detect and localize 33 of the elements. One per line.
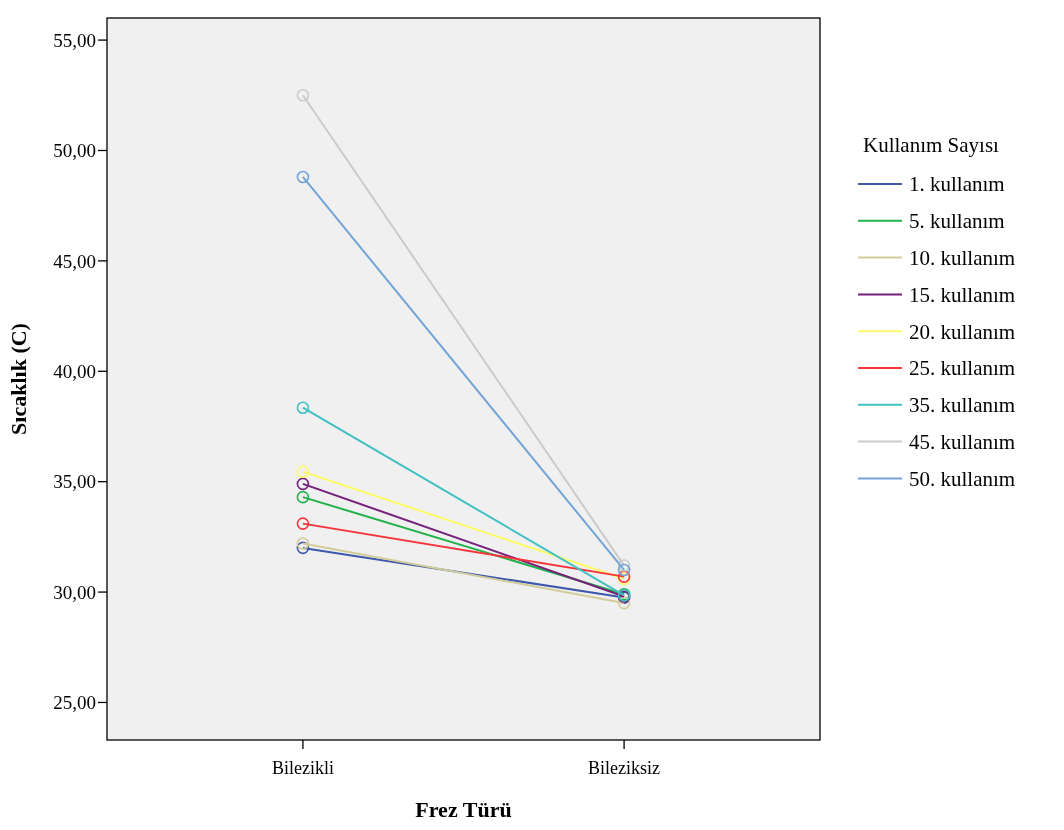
y-axis-title: Sıcaklık (C) [6, 323, 31, 435]
x-tick-label: Bilezikli [271, 758, 334, 778]
y-tick-label: 25,00 [53, 692, 96, 714]
legend-title: Kullanım Sayısı [863, 133, 1000, 158]
x-tick-label: Bileziksiz [588, 758, 661, 778]
legend-label: 50. kullanım [909, 466, 1016, 491]
y-tick-label: 50,00 [53, 140, 96, 162]
point [296, 170, 310, 184]
legend-label: 25. kullanım [909, 356, 1016, 381]
point [296, 401, 310, 414]
legend-label: 5. kullanım [909, 209, 1005, 234]
legend-label: 20. kullanım [909, 319, 1016, 344]
legend-label: 10. kullanım [909, 245, 1016, 270]
point [296, 465, 310, 479]
x-axis-title: Frez Türü [415, 797, 512, 822]
point [296, 537, 310, 550]
legend-label: 35. kullanım [909, 393, 1016, 418]
y-tick-label: 45,00 [53, 250, 96, 272]
point [617, 596, 631, 610]
point [296, 517, 310, 530]
point [617, 559, 631, 572]
legend-label: 15. kullanım [909, 282, 1016, 307]
y-tick-label: 35,00 [53, 471, 96, 493]
y-tick-label: 55,00 [53, 29, 96, 51]
point [296, 541, 310, 555]
point [617, 563, 631, 577]
y-tick-label: 30,00 [53, 581, 96, 603]
legend-label: 45. kullanım [909, 429, 1016, 454]
y-tick-label: 40,00 [53, 360, 96, 382]
point [296, 477, 310, 491]
legend-label: 1. kullanım [909, 172, 1005, 197]
point [296, 490, 310, 504]
point [296, 88, 310, 102]
